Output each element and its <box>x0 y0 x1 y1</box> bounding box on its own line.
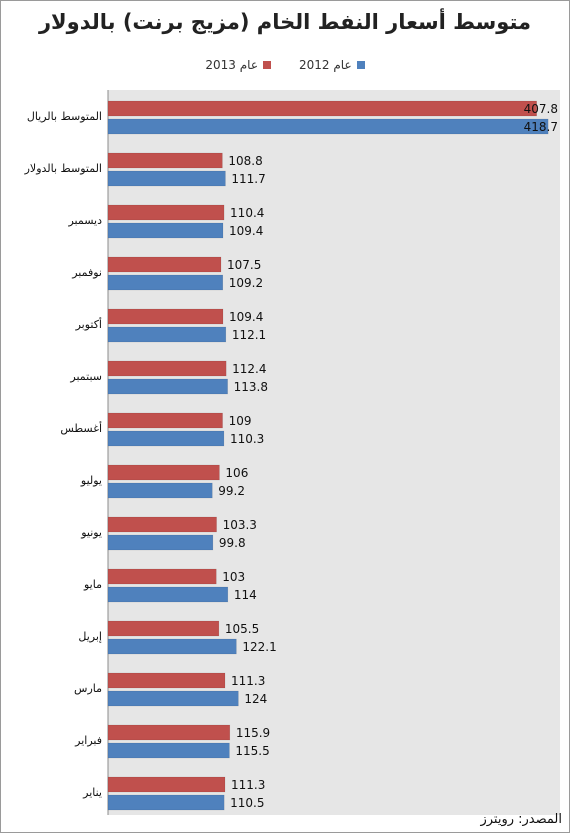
bar-2012 <box>107 222 224 239</box>
bar-2012 <box>107 430 225 447</box>
legend-swatch-2013 <box>263 61 271 69</box>
data-label-2013: 407.8 <box>524 102 558 116</box>
bar-2012 <box>107 170 226 187</box>
bar-2013 <box>107 672 226 689</box>
legend-item-2012: عام 2012 <box>299 58 365 72</box>
bar-2012 <box>107 326 227 343</box>
category-label: أغسطس <box>60 421 102 435</box>
legend: عام 2013 عام 2012 <box>0 58 570 72</box>
bar-2013 <box>107 204 225 221</box>
legend-swatch-2012 <box>356 61 365 69</box>
data-label-2012: 109.4 <box>229 224 263 238</box>
bar-2013 <box>107 152 223 169</box>
bar-2013 <box>107 516 217 533</box>
bar-2013 <box>107 724 231 741</box>
category-label: ديسمبر <box>67 214 102 227</box>
data-label-2013: 103 <box>222 570 245 584</box>
category-label: المتوسط بالريال <box>27 110 102 123</box>
source-note: المصدر: رويترز <box>480 812 562 827</box>
data-label-2012: 418.7 <box>524 120 558 134</box>
bar-2012 <box>107 274 224 291</box>
bar-2012 <box>107 638 237 655</box>
data-label-2012: 99.2 <box>218 484 245 498</box>
legend-label-2012: عام 2012 <box>299 58 352 72</box>
data-label-2012: 115.5 <box>235 744 269 758</box>
category-label: أكتوبر <box>75 317 102 331</box>
data-label-2012: 124 <box>244 692 267 706</box>
category-label: يناير <box>82 786 102 799</box>
bar-2013 <box>107 100 537 117</box>
data-label-2013: 109.4 <box>229 310 263 324</box>
data-label-2013: 103.3 <box>223 518 257 532</box>
bar-2012 <box>107 794 225 811</box>
data-label-2013: 112.4 <box>232 362 266 376</box>
data-label-2013: 111.3 <box>231 778 265 792</box>
data-label-2012: 122.1 <box>242 640 276 654</box>
data-label-2012: 110.3 <box>230 432 264 446</box>
bar-2013 <box>107 776 226 793</box>
category-label: المتوسط بالدولار <box>24 162 102 175</box>
category-label: يوليو <box>80 474 102 487</box>
data-label-2013: 106 <box>225 466 248 480</box>
data-label-2013: 110.4 <box>230 206 264 220</box>
bar-2013 <box>107 256 222 273</box>
data-label-2013: 107.5 <box>227 258 261 272</box>
category-label: سبتمبر <box>69 370 102 383</box>
category-label: مارس <box>74 682 102 695</box>
category-label: إبريل <box>78 630 102 643</box>
legend-label-2013: عام 2013 <box>205 58 258 72</box>
bar-2013 <box>107 360 227 377</box>
category-label: يونيو <box>80 526 102 539</box>
category-label: مايو <box>83 578 102 591</box>
category-label: نوفمبر <box>71 266 102 279</box>
category-label: فبراير <box>74 734 102 747</box>
bar-2013 <box>107 620 220 637</box>
data-label-2013: 115.9 <box>236 726 270 740</box>
bar-2013 <box>107 308 224 325</box>
bar-2012 <box>107 690 239 707</box>
bar-2012 <box>107 742 230 759</box>
bar-2013 <box>107 412 223 429</box>
data-label-2013: 111.3 <box>231 674 265 688</box>
data-label-2012: 112.1 <box>232 328 266 342</box>
data-label-2012: 114 <box>234 588 257 602</box>
bar-2013 <box>107 568 217 585</box>
legend-item-2013: عام 2013 <box>205 58 271 72</box>
bar-2012 <box>107 482 213 499</box>
data-label-2012: 99.8 <box>219 536 246 550</box>
bar-2012 <box>107 118 549 135</box>
bar-2012 <box>107 586 229 603</box>
bar-2012 <box>107 378 228 395</box>
bar-2012 <box>107 534 214 551</box>
data-label-2012: 110.5 <box>230 796 264 810</box>
data-label-2013: 105.5 <box>225 622 259 636</box>
data-label-2012: 109.2 <box>229 276 263 290</box>
bar-2013 <box>107 464 220 481</box>
data-label-2013: 109 <box>229 414 252 428</box>
data-label-2012: 113.8 <box>234 380 268 394</box>
data-label-2012: 111.7 <box>231 172 265 186</box>
data-label-2013: 108.8 <box>228 154 262 168</box>
chart-title: متوسط أسعار النفط الخام (مزيج برنت) بالد… <box>38 10 532 34</box>
